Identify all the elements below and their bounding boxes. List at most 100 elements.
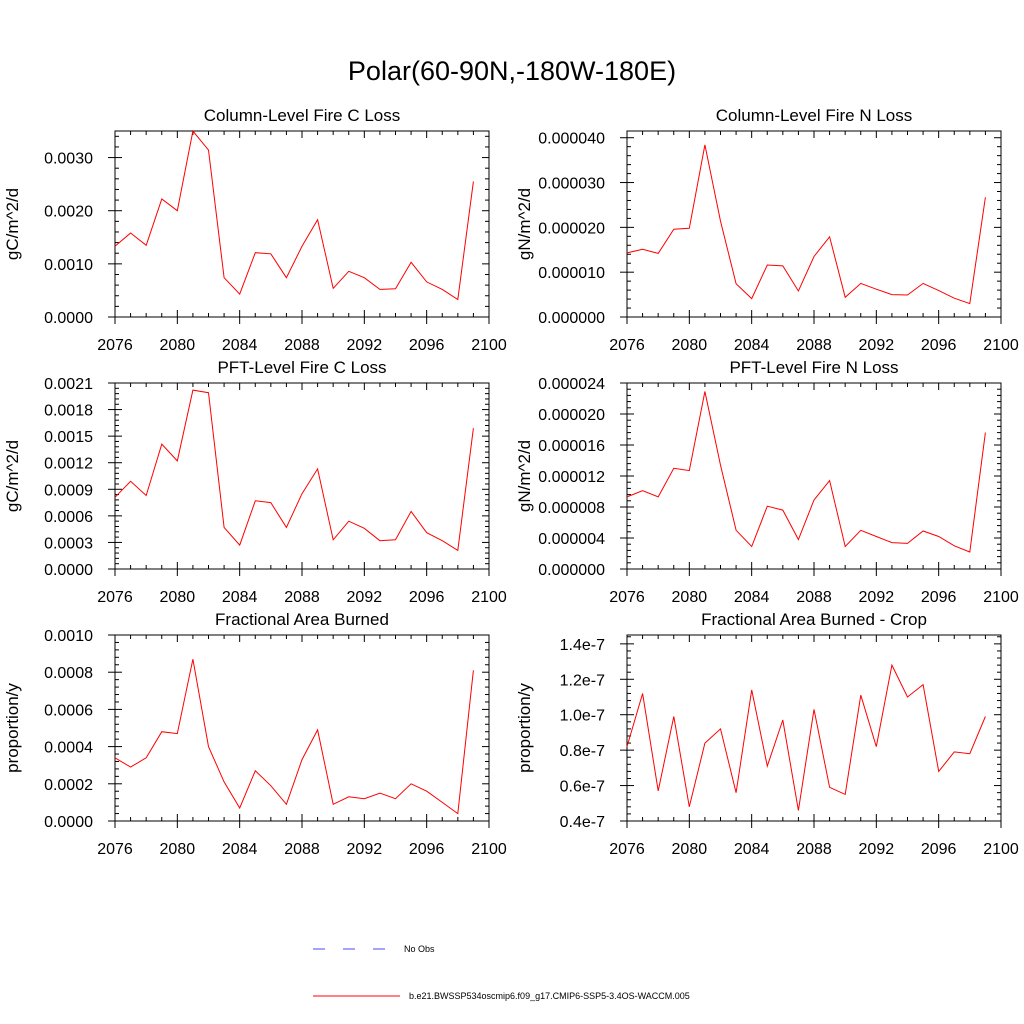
chart-title: Column-Level Fire C Loss <box>204 106 401 125</box>
x-tick-label: 2092 <box>859 337 895 354</box>
x-tick-label: 2084 <box>734 589 770 606</box>
x-tick-label: 2096 <box>921 841 957 858</box>
x-tick-label: 2096 <box>409 841 445 858</box>
y-tick-label: 1.0e-7 <box>560 708 605 725</box>
x-tick-label: 2084 <box>734 337 770 354</box>
y-tick-label: 0.0006 <box>44 509 93 526</box>
plot-frame <box>626 382 1002 570</box>
series-line <box>114 389 474 552</box>
x-tick-label: 2088 <box>284 337 320 354</box>
x-tick-label: 2088 <box>284 841 320 858</box>
y-tick-label: 0.0010 <box>44 257 93 274</box>
x-tick-label: 2088 <box>796 337 832 354</box>
y-tick-label: 0.0000 <box>44 814 93 831</box>
x-tick-label: 2076 <box>97 337 133 354</box>
y-tick-label: 0.000040 <box>538 131 605 148</box>
y-tick-label: 0.000030 <box>538 176 605 193</box>
chart-title: Fractional Area Burned - Crop <box>701 610 927 629</box>
y-tick-label: 0.0004 <box>44 740 93 757</box>
chart-title: Fractional Area Burned <box>215 610 389 629</box>
y-tick-label: 0.0002 <box>44 777 93 794</box>
y-tick-label: 0.0000 <box>44 562 93 579</box>
x-tick-label: 2092 <box>859 589 895 606</box>
y-tick-label: 0.000010 <box>538 265 605 282</box>
x-tick-label: 2076 <box>97 589 133 606</box>
x-tick-label: 2076 <box>97 841 133 858</box>
x-tick-label: 2088 <box>796 841 832 858</box>
x-tick-label: 2092 <box>347 841 383 858</box>
x-tick-label: 2100 <box>983 841 1019 858</box>
chart-panel-2: Column-Level Fire N Loss 2076 2080 2084 2088… <box>515 106 1019 354</box>
y-tick-label: 0.0018 <box>44 403 93 420</box>
y-tick-label: 0.000004 <box>538 531 605 548</box>
chart-panel-3: PFT-Level Fire C Loss 2076 2080 2084 2088 209… <box>3 358 507 606</box>
y-tick-label: 0.0012 <box>44 456 93 473</box>
x-tick-label: 2080 <box>160 589 196 606</box>
y-tick-label: 0.0008 <box>44 665 93 682</box>
y-tick-label: 0.000016 <box>538 438 605 455</box>
y-tick-label: 0.0020 <box>44 204 93 221</box>
x-tick-label: 2100 <box>983 589 1019 606</box>
plot-frame <box>114 130 490 318</box>
y-tick-label: 1.2e-7 <box>560 672 605 689</box>
y-tick-label: 0.000012 <box>538 469 605 486</box>
x-tick-label: 2084 <box>222 337 258 354</box>
plot-frame <box>626 130 1002 318</box>
figure-title: Polar(60-90N,-180W-180E) <box>347 56 677 86</box>
chart-title: PFT-Level Fire C Loss <box>217 358 386 377</box>
series-line <box>114 129 474 301</box>
y-tick-label: 0.0009 <box>44 482 93 499</box>
series-line <box>626 144 986 305</box>
x-tick-label: 2076 <box>609 841 645 858</box>
y-tick-label: 0.000024 <box>538 376 605 393</box>
x-tick-label: 2080 <box>672 841 708 858</box>
x-tick-label: 2076 <box>609 589 645 606</box>
x-tick-label: 2088 <box>796 589 832 606</box>
chart-title: PFT-Level Fire N Loss <box>729 358 898 377</box>
y-tick-label: 1.4e-7 <box>560 637 605 654</box>
x-tick-label: 2088 <box>284 589 320 606</box>
x-tick-label: 2092 <box>859 841 895 858</box>
chart-title: Column-Level Fire N Loss <box>716 106 913 125</box>
plot-frame <box>114 634 490 822</box>
x-tick-label: 2080 <box>160 337 196 354</box>
x-tick-label: 2080 <box>672 589 708 606</box>
y-tick-label: 0.0006 <box>44 702 93 719</box>
x-tick-label: 2100 <box>471 841 507 858</box>
y-axis-label: gN/m^2/d <box>515 188 534 260</box>
y-tick-label: 0.4e-7 <box>560 814 605 831</box>
x-tick-label: 2084 <box>222 589 258 606</box>
chart-panel-1: Column-Level Fire C Loss 2076 2080 2084 2088… <box>3 106 507 354</box>
y-tick-label: 0.6e-7 <box>560 779 605 796</box>
y-axis-label: gN/m^2/d <box>515 440 534 512</box>
chart-panel-5: Fractional Area Burned 2076 2080 2084 2088 20… <box>3 610 507 858</box>
y-tick-label: 0.0021 <box>44 376 93 393</box>
y-tick-label: 0.8e-7 <box>560 743 605 760</box>
x-tick-label: 2084 <box>734 841 770 858</box>
series-line <box>626 663 986 811</box>
chart-panel-4: PFT-Level Fire N Loss 2076 2080 2084 2088 209… <box>515 358 1019 606</box>
x-tick-label: 2080 <box>672 337 708 354</box>
y-tick-label: 0.000008 <box>538 500 605 517</box>
plot-frame <box>626 634 1002 822</box>
y-axis-label: proportion/y <box>3 683 22 773</box>
y-tick-label: 0.000000 <box>538 310 605 327</box>
series-line <box>114 659 474 815</box>
plot-frame <box>114 382 490 570</box>
x-tick-label: 2076 <box>609 337 645 354</box>
y-axis-label: gC/m^2/d <box>3 440 22 512</box>
x-tick-label: 2100 <box>983 337 1019 354</box>
y-tick-label: 0.0000 <box>44 310 93 327</box>
x-tick-label: 2096 <box>921 589 957 606</box>
x-tick-label: 2100 <box>471 337 507 354</box>
x-tick-label: 2084 <box>222 841 258 858</box>
y-tick-label: 0.0015 <box>44 429 93 446</box>
x-tick-label: 2100 <box>471 589 507 606</box>
x-tick-label: 2092 <box>347 589 383 606</box>
y-tick-label: 0.0030 <box>44 151 93 168</box>
y-tick-label: 0.0010 <box>44 628 93 645</box>
x-tick-label: 2080 <box>160 841 196 858</box>
x-tick-label: 2096 <box>921 337 957 354</box>
y-tick-label: 0.000020 <box>538 407 605 424</box>
